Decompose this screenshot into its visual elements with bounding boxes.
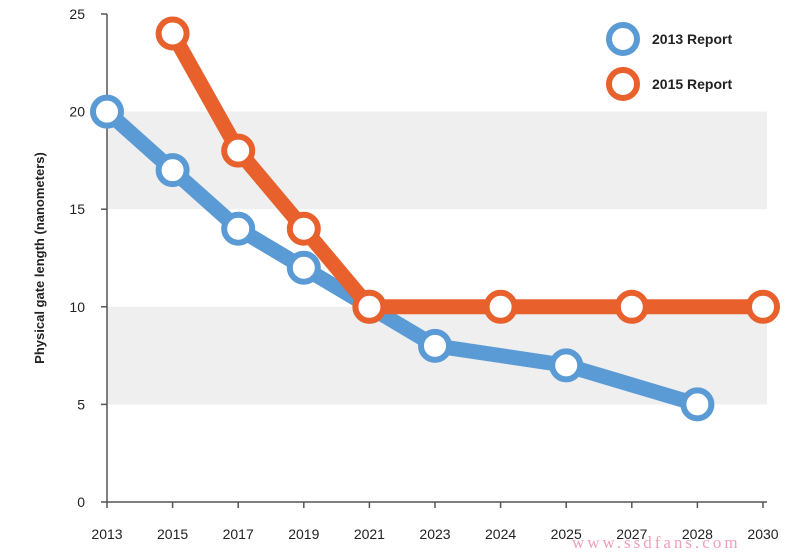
x-tick-label: 2019 xyxy=(288,526,319,542)
legend-marker xyxy=(606,22,640,56)
x-tick-label: 2027 xyxy=(616,526,647,542)
series-2 xyxy=(155,16,780,324)
data-point xyxy=(221,133,256,168)
y-tick-label: 0 xyxy=(77,494,85,510)
y-axis-title: Physical gate length (nanometers) xyxy=(32,152,47,364)
data-point xyxy=(483,289,518,324)
data-point xyxy=(418,328,452,363)
y-ticks: 0 5 10 15 20 25 xyxy=(69,6,107,510)
data-point xyxy=(614,289,649,324)
data-point xyxy=(549,348,584,383)
x-tick-label: 2015 xyxy=(157,526,188,542)
y-tick-label: 10 xyxy=(69,299,85,315)
data-point xyxy=(155,153,190,188)
data-point xyxy=(352,289,387,324)
legend-label: 2015 Report xyxy=(652,76,732,92)
x-tick-label: 2030 xyxy=(747,526,778,542)
series-1 xyxy=(90,94,715,422)
x-tick-label: 2021 xyxy=(354,526,385,542)
legend: 2013 Report 2015 Report xyxy=(606,22,732,101)
data-point xyxy=(746,289,780,324)
y-tick-label: 5 xyxy=(77,396,85,412)
legend-label: 2013 Report xyxy=(652,31,732,47)
y-tick-label: 20 xyxy=(69,104,85,120)
legend-marker xyxy=(606,67,640,101)
x-tick-label: 2025 xyxy=(551,526,582,542)
data-point xyxy=(221,211,256,246)
x-tick-label: 2028 xyxy=(682,526,713,542)
x-tick-label: 2017 xyxy=(223,526,254,542)
x-tick-label: 2024 xyxy=(485,526,516,542)
data-point xyxy=(155,16,190,51)
x-tick-label: 2013 xyxy=(91,526,122,542)
data-point xyxy=(286,250,321,285)
data-point xyxy=(90,94,124,129)
watermark: www.ssdfans.com xyxy=(572,533,741,552)
x-ticks: 2013 2015 2017 2019 2021 2023 2024 2025 2027 2028… xyxy=(91,502,779,542)
y-tick-label: 15 xyxy=(69,201,85,217)
series-group xyxy=(90,16,780,422)
x-tick-label: 2023 xyxy=(419,526,450,542)
data-point xyxy=(286,211,321,246)
data-point xyxy=(680,387,715,422)
y-tick-label: 25 xyxy=(69,6,85,22)
